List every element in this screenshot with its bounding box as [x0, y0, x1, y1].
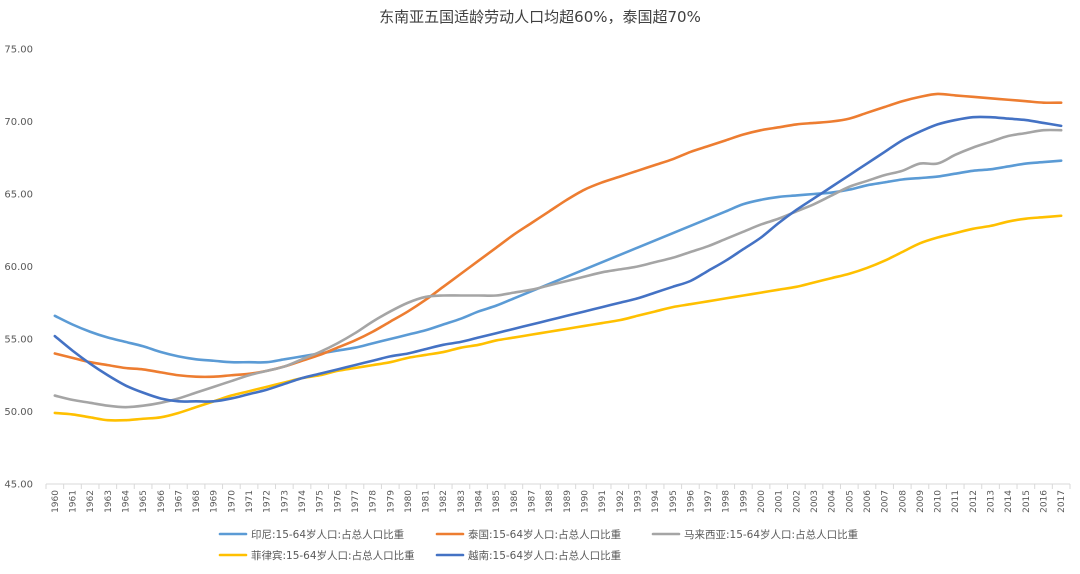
- legend-label: 马来西亚:15-64岁人口:占总人口比重: [684, 528, 858, 541]
- x-tick-label: 1976: [333, 490, 343, 513]
- y-tick-label: 65.00: [4, 190, 33, 201]
- x-tick-label: 1969: [210, 490, 220, 513]
- x-tick-label: 1971: [245, 490, 255, 513]
- x-tick-label: 1979: [386, 490, 396, 513]
- x-tick-label: 1995: [669, 490, 679, 513]
- x-tick-label: 1992: [616, 490, 626, 513]
- x-tick-label: 1985: [492, 490, 502, 513]
- y-tick-label: 70.00: [4, 117, 33, 128]
- x-tick-label: 2014: [1004, 490, 1014, 513]
- x-tick-label: 1982: [439, 490, 449, 513]
- x-tick-label: 1987: [528, 490, 538, 513]
- x-tick-label: 1991: [598, 490, 608, 513]
- x-tick-label: 1970: [227, 490, 237, 513]
- chart-title: 东南亚五国适龄劳动人口均超60%，泰国超70%: [379, 8, 701, 26]
- x-tick-label: 2006: [863, 490, 873, 513]
- series-line-vietnam: [53, 115, 1063, 403]
- x-tick-label: 1989: [563, 490, 573, 513]
- series-layer: [53, 92, 1063, 422]
- x-tick-label: 2012: [969, 490, 979, 513]
- y-tick-label: 50.00: [4, 407, 33, 418]
- x-tick-label: 1973: [280, 490, 290, 513]
- x-tick-label: 1962: [86, 490, 96, 513]
- x-tick-label: 2004: [828, 490, 838, 513]
- x-tick-label: 1974: [298, 490, 308, 513]
- x-tick-label: 2003: [810, 490, 820, 513]
- x-tick-label: 1963: [104, 490, 114, 513]
- x-tick-label: 2013: [987, 490, 997, 513]
- x-tick-label: 2007: [881, 490, 891, 513]
- series-line-malaysia: [53, 128, 1063, 409]
- x-tick-label: 1966: [157, 490, 167, 513]
- x-tick-label: 1968: [192, 490, 202, 513]
- x-tick-label: 1961: [68, 490, 78, 513]
- legend: 印尼:15-64岁人口:占总人口比重 泰国:15-64岁人口:占总人口比重 马来西亚…: [218, 528, 858, 562]
- x-tick-label: 2016: [1040, 490, 1050, 513]
- legend-label: 菲律宾:15-64岁人口:占总人口比重: [251, 549, 415, 562]
- x-tick-label: 2000: [757, 490, 767, 513]
- x-tick-label: 2015: [1022, 490, 1032, 513]
- x-tick-label: 1975: [316, 490, 326, 513]
- y-axis: 45.00 50.00 55.00 60.00 65.00 70.00 75.00: [4, 45, 33, 491]
- x-tick-label: 1972: [263, 490, 273, 513]
- x-tick-label: 1984: [475, 490, 485, 513]
- x-tick-label: 1999: [739, 490, 749, 513]
- x-tick-label: 2009: [916, 490, 926, 513]
- x-tick-label: 1996: [686, 490, 696, 513]
- y-tick-label: 55.00: [4, 335, 33, 346]
- legend-label: 印尼:15-64岁人口:占总人口比重: [251, 528, 404, 541]
- x-axis: 1960 1961 1962 1963 1964 1965 1966 1967 1968 1969…: [45, 483, 1071, 513]
- x-tick-label: 1964: [121, 490, 131, 513]
- x-tick-label: 1994: [651, 490, 661, 513]
- x-tick-label: 2010: [934, 490, 944, 513]
- x-tick-label: 1967: [174, 490, 184, 513]
- legend-label: 越南:15-64岁人口:占总人口比重: [468, 549, 621, 562]
- x-tick-label: 2002: [792, 490, 802, 513]
- x-tick-label: 1988: [545, 490, 555, 513]
- x-tick-label: 1990: [580, 490, 590, 513]
- x-tick-label: 1986: [510, 490, 520, 513]
- series-line-philippines: [53, 214, 1063, 422]
- x-tick-label: 2001: [775, 490, 785, 513]
- x-tick-label: 1983: [457, 490, 467, 513]
- x-tick-label: 1978: [369, 490, 379, 513]
- y-tick-label: 75.00: [4, 45, 33, 56]
- y-tick-label: 60.00: [4, 262, 33, 273]
- series-line-indonesia: [53, 159, 1063, 364]
- x-tick-label: 1993: [633, 490, 643, 513]
- x-tick-label: 1981: [422, 490, 432, 513]
- y-tick-label: 45.00: [4, 480, 33, 491]
- x-tick-label: 2017: [1057, 490, 1067, 513]
- x-tick-label: 2008: [898, 490, 908, 513]
- x-tick-label: 1960: [51, 490, 61, 513]
- x-tick-label: 1997: [704, 490, 714, 513]
- legend-label: 泰国:15-64岁人口:占总人口比重: [468, 528, 621, 541]
- x-tick-label: 1998: [722, 490, 732, 513]
- x-tick-label: 2011: [951, 490, 961, 513]
- series-line-thailand: [53, 92, 1063, 379]
- x-tick-label: 2005: [845, 490, 855, 513]
- x-tick-label: 1977: [351, 490, 361, 513]
- x-tick-label: 1980: [404, 490, 414, 513]
- x-tick-label: 1965: [139, 490, 149, 513]
